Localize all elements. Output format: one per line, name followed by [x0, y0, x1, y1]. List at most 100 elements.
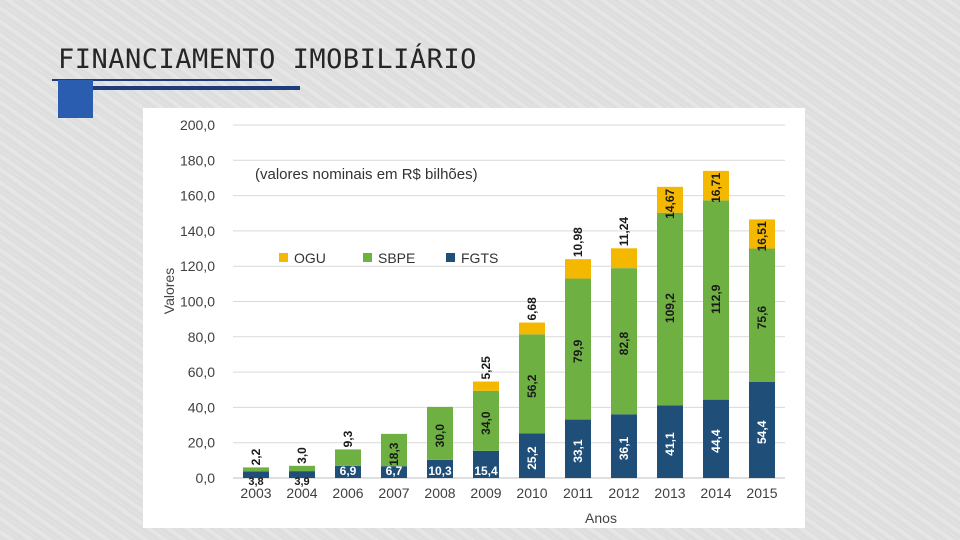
data-label-fgts: 44,4: [709, 429, 723, 453]
legend-label-ogu: OGU: [294, 250, 326, 266]
bar-sbpe: [289, 465, 315, 472]
slide-title: FINANCIAMENTO IMOBILIÁRIO: [58, 44, 477, 75]
chart-subtitle: (valores nominais em R$ bilhões): [255, 166, 478, 183]
data-label-ogu: 16,51: [755, 221, 769, 251]
data-label-sbpe: 112,9: [709, 284, 723, 314]
bar-fgts: [749, 381, 775, 478]
data-label-sbpe: 34,0: [479, 411, 493, 435]
y-tick-label: 80,0: [188, 329, 215, 345]
bar-sbpe: [611, 268, 637, 415]
x-tick-label: 2008: [424, 485, 455, 501]
data-label-sbpe: 3,0: [295, 447, 309, 464]
x-tick-label: 2013: [654, 485, 685, 501]
bar-fgts: [427, 459, 453, 478]
legend: OGU SBPE FGTS: [279, 250, 498, 266]
data-label-fgts: 36,1: [617, 436, 631, 460]
bar-sbpe: [519, 334, 545, 434]
bar-fgts: [611, 414, 637, 478]
bar-fgts: [657, 405, 683, 478]
data-label-ogu: 11,24: [617, 217, 631, 247]
title-underline-thin: [52, 79, 272, 81]
x-tick-label: 2003: [240, 485, 271, 501]
x-axis-label: Anos: [585, 510, 617, 526]
data-label-sbpe: 2,2: [249, 448, 263, 465]
x-tick-label: 2012: [608, 485, 639, 501]
bar-fgts: [703, 399, 729, 478]
bar-fgts: [565, 419, 591, 478]
data-label-sbpe: 79,9: [571, 339, 585, 363]
data-label-fgts: 33,1: [571, 439, 585, 463]
y-axis-label: Valores: [161, 268, 177, 314]
stacked-bar-chart: 0,0 20,0 40,0 60,0 80,0 100,0 120,0 140,0 160,0 1…: [161, 117, 785, 526]
grid-lines: [233, 124, 785, 479]
data-label-fgts: 10,3: [428, 464, 452, 478]
data-label-fgts: 41,1: [663, 432, 677, 456]
x-tick-label: 2009: [470, 485, 501, 501]
y-tick-label: 200,0: [180, 117, 215, 133]
bar-ogu: [749, 219, 775, 249]
y-tick-label: 180,0: [180, 152, 215, 168]
y-tick-label: 160,0: [180, 188, 215, 204]
data-label-fgts: 6,7: [386, 464, 403, 478]
data-label-fgts: 15,4: [474, 464, 498, 478]
legend-swatch-ogu: [279, 253, 288, 262]
bar-ogu: [519, 322, 545, 335]
y-tick-label: 40,0: [188, 399, 215, 415]
data-label-sbpe: 18,3: [387, 442, 401, 466]
data-label-ogu: 16,71: [709, 173, 723, 203]
bar-ogu: [473, 381, 499, 391]
legend-swatch-sbpe: [363, 253, 372, 262]
bar-ogu: [565, 259, 591, 279]
title-accent-block: [58, 80, 93, 118]
data-label-ogu: 10,98: [571, 227, 585, 257]
x-tick-label: 2007: [378, 485, 409, 501]
bars: 3,8 2,2 3,9 3,0 6,9 9,3 6,718,3 10,3 30,0 15,4 34,…: [243, 170, 775, 488]
x-tick-label: 2004: [286, 485, 317, 501]
data-label-fgts: 54,4: [755, 420, 769, 444]
bar-fgts: [335, 465, 361, 478]
bar-sbpe: [381, 433, 407, 467]
bar-sbpe: [565, 278, 591, 420]
bar-sbpe: [749, 248, 775, 382]
bar-sbpe: [703, 200, 729, 400]
data-label-ogu: 14,67: [663, 188, 677, 218]
title-underline: [58, 86, 300, 90]
bar-ogu: [611, 248, 637, 269]
y-tick-label: 120,0: [180, 258, 215, 274]
legend-label-fgts: FGTS: [461, 250, 498, 266]
data-label-fgts: 25,2: [525, 446, 539, 470]
bar-ogu: [657, 186, 683, 213]
bar-fgts: [381, 466, 407, 478]
data-label-sbpe: 75,6: [755, 306, 769, 330]
data-label-fgts: 3,8: [248, 476, 263, 488]
y-tick-label: 0,0: [196, 470, 216, 486]
x-tick-label: 2014: [700, 485, 731, 501]
data-label-ogu: 6,68: [525, 297, 539, 321]
x-tick-label: 2006: [332, 485, 363, 501]
bar-sbpe: [657, 212, 683, 406]
bar-fgts: [519, 433, 545, 478]
bar-fgts: [289, 471, 315, 478]
data-label-fgts: 6,9: [340, 464, 357, 478]
data-label-sbpe: 56,2: [525, 374, 539, 398]
x-tick-label: 2011: [563, 485, 593, 501]
data-label-sbpe: 82,8: [617, 332, 631, 356]
y-tick-labels: 0,0 20,0 40,0 60,0 80,0 100,0 120,0 140,0 160,0 1…: [180, 117, 215, 486]
bar-sbpe: [473, 390, 499, 451]
data-label-sbpe: 109,2: [663, 293, 677, 323]
x-tick-label: 2010: [516, 485, 547, 501]
x-tick-labels: 2003 2004 2006 2007 2008 2009 2010 2011 2012 2013…: [240, 485, 777, 501]
data-label-sbpe: 30,0: [433, 424, 447, 448]
x-tick-label: 2015: [746, 485, 777, 501]
y-tick-label: 60,0: [188, 364, 215, 380]
data-label-sbpe: 9,3: [341, 430, 355, 447]
y-tick-label: 20,0: [188, 435, 215, 451]
data-label-ogu: 5,25: [479, 356, 493, 380]
chart-panel: 0,0 20,0 40,0 60,0 80,0 100,0 120,0 140,0 160,0 1…: [143, 108, 805, 528]
bar-sbpe: [243, 467, 269, 472]
y-tick-label: 100,0: [180, 294, 215, 310]
legend-label-sbpe: SBPE: [378, 250, 415, 266]
bar-fgts: [243, 471, 269, 478]
bar-sbpe: [427, 406, 453, 460]
data-label-fgts: 3,9: [294, 476, 309, 488]
